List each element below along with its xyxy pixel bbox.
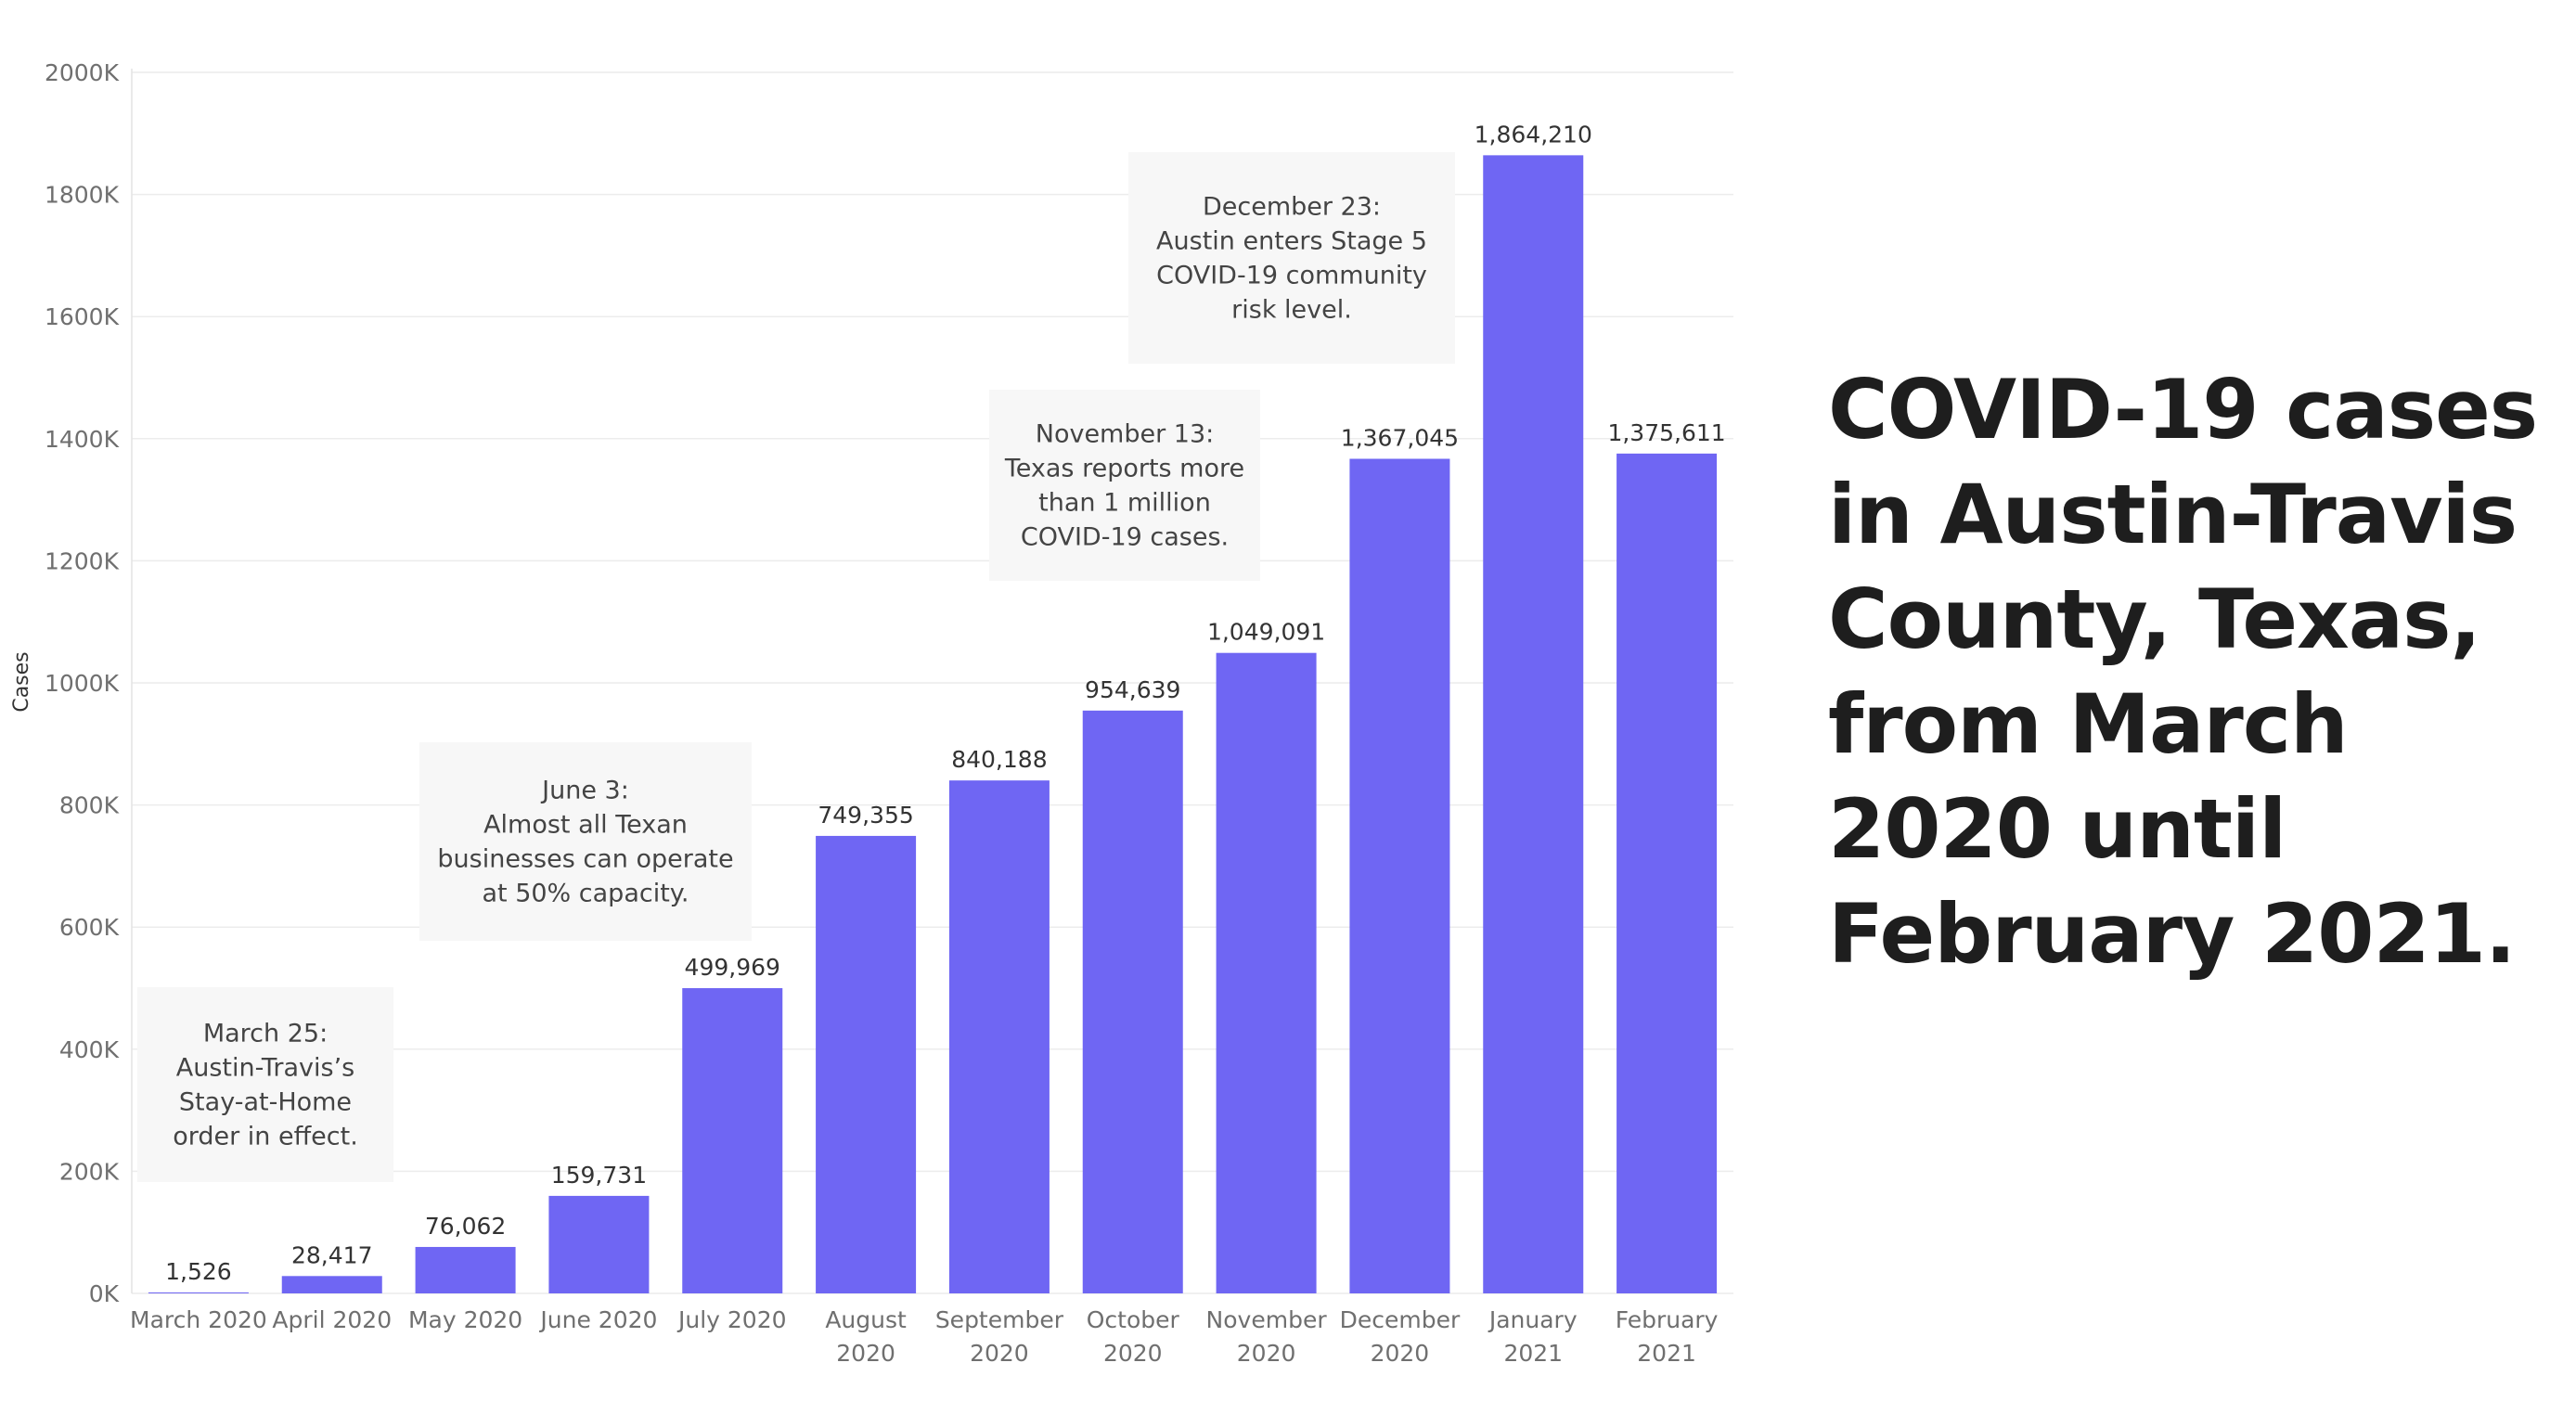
data-label: 749,355 [818,802,913,829]
x-tick-label: April 2020 [272,1306,392,1333]
x-tick-label: March 2020 [130,1306,267,1333]
x-tick-label: July 2020 [676,1306,787,1333]
x-tick-label: January [1488,1306,1578,1333]
annotation-text: COVID-19 community [1156,262,1427,290]
data-label: 28,417 [291,1241,372,1268]
bar [415,1246,516,1293]
annotation-text: November 13: [1036,420,1215,449]
x-tick-label: 2021 [1637,1340,1696,1367]
annotation-text: June 3: [540,777,629,805]
bar [1216,652,1317,1293]
x-tick-label: May 2020 [408,1306,522,1333]
annotation-background [137,987,393,1182]
annotation-box: November 13: Texas reports more than 1 mil… [989,390,1260,581]
x-tick-label: 2020 [836,1340,895,1367]
annotation-box: December 23: Austin enters Stage 5 COVID-1… [1128,152,1455,364]
y-tick-label: 1600K [45,303,120,330]
data-label: 76,062 [425,1213,506,1240]
annotation-background [419,742,752,941]
y-tick-label: 2000K [45,59,120,86]
annotation-text: risk level. [1231,296,1352,325]
annotation-text: than 1 million [1038,489,1211,518]
y-tick-label: 800K [59,792,120,819]
y-tick-label: 0K [89,1280,120,1307]
annotation-text: December 23: [1203,193,1381,222]
annotation-text: Austin-Travis’s [176,1054,354,1083]
x-tick-label: June 2020 [538,1306,657,1333]
annotation-text: Austin enters Stage 5 [1156,227,1427,256]
annotation-text: COVID-19 cases. [1021,523,1229,552]
annotation-background [1128,152,1455,364]
annotation-box: June 3: Almost all Texan businesses can op… [419,742,752,941]
data-label: 954,639 [1085,676,1180,703]
bar [1349,458,1450,1293]
bar [948,780,1050,1293]
bar [1082,710,1183,1293]
annotation-text: March 25: [203,1020,328,1048]
data-label: 840,188 [951,746,1047,773]
bar-chart: 0K 200K 400K 600K 800K 1000K 1200K 1400K 1600K 18… [10,59,1733,1367]
x-tick-label: 2020 [1371,1340,1430,1367]
data-label: 1,049,091 [1207,619,1325,646]
y-tick-label: 1400K [45,426,120,453]
annotation-background [989,390,1260,581]
annotation-text: at 50% capacity. [482,880,689,908]
x-tick-label: 2020 [970,1340,1029,1367]
y-tick-label: 1000K [45,670,120,697]
bar [816,835,917,1293]
x-tick-label: December [1340,1306,1461,1333]
x-tick-label: October [1087,1306,1180,1333]
data-label: 499,969 [685,954,780,981]
x-tick-label: February [1616,1306,1719,1333]
bar [682,988,783,1293]
bar [1483,155,1584,1293]
x-tick-label: August [825,1306,907,1333]
x-tick-label: September [935,1306,1064,1333]
y-tick-label: 1200K [45,547,120,574]
y-tick-label: 200K [59,1158,120,1185]
y-tick-label: 600K [59,914,120,941]
y-tick-label: 1800K [45,182,120,209]
x-tick-label: 2020 [1103,1340,1163,1367]
data-label: 159,731 [551,1162,647,1189]
annotation-text: Texas reports more [1004,455,1244,483]
bar [148,1292,249,1293]
data-label: 1,526 [165,1258,232,1285]
data-label: 1,864,210 [1475,121,1592,148]
annotation-text: order in effect. [173,1123,358,1151]
annotation-box: March 25: Austin-Travis’s Stay-at-Home orde… [137,987,393,1182]
y-axis-label: Cases [10,651,33,712]
y-tick-label: 400K [59,1036,120,1063]
bar [548,1195,650,1293]
bar [281,1276,382,1293]
x-tick-label: November [1206,1306,1328,1333]
annotation-text: businesses can operate [437,845,733,874]
data-label: 1,367,045 [1341,424,1459,451]
annotation-text: Stay-at-Home [179,1088,352,1117]
x-tick-label: 2020 [1237,1340,1296,1367]
x-tick-label: 2021 [1503,1340,1563,1367]
annotation-text: Almost all Texan [483,811,688,840]
data-label: 1,375,611 [1607,419,1725,446]
chart-title: COVID-19 cases in Austin-Travis County, … [1828,362,2538,982]
bar [1616,453,1718,1293]
